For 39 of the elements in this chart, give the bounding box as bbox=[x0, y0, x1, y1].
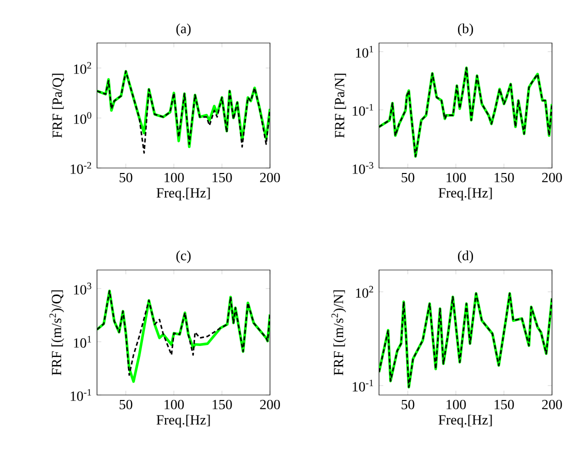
y-tick-label: 10$^{1}$ bbox=[74, 336, 92, 348]
x-tick-label: 150 bbox=[212, 400, 232, 410]
x-tick-label: 200 bbox=[260, 172, 280, 182]
x-tick-label: 50 bbox=[120, 172, 132, 182]
x-tick-label: 100 bbox=[446, 400, 466, 410]
y-tick-label: 10$^{2}$ bbox=[356, 286, 374, 298]
y-axis-title: FRF [Pa/N] bbox=[334, 74, 346, 138]
x-tick-label: 50 bbox=[120, 400, 132, 410]
y-tick-label: 10$^{0}$ bbox=[74, 112, 92, 124]
y-tick-label: 10$^{-1}$ bbox=[70, 389, 92, 401]
x-tick-label: 100 bbox=[164, 400, 184, 410]
x-axis-title: Freq.[Hz] bbox=[156, 414, 210, 428]
y-tick-label: 10$^{1}$ bbox=[356, 46, 374, 58]
y-tick-label: 10$^{-2}$ bbox=[70, 162, 92, 174]
y-axis-title: FRF [Pa/Q] bbox=[52, 74, 64, 138]
chart-title: (a) bbox=[176, 24, 191, 36]
x-tick-label: 50 bbox=[402, 172, 414, 182]
x-tick-label: 200 bbox=[542, 400, 562, 410]
x-axis-title: Freq.[Hz] bbox=[156, 188, 210, 200]
chart-title: (b) bbox=[458, 23, 474, 36]
y-axis-title: FRF [(m/s$^{2}$)/N] bbox=[331, 290, 346, 376]
y-tick-label: 10$^{-3}$ bbox=[352, 162, 374, 174]
chart-title: (c) bbox=[176, 250, 191, 264]
chart-title: (d) bbox=[458, 250, 474, 264]
y-tick-label: 10$^{-1}$ bbox=[352, 380, 374, 392]
x-tick-label: 200 bbox=[260, 400, 280, 410]
x-axis-title: Freq.[Hz] bbox=[438, 414, 492, 428]
x-tick-label: 50 bbox=[402, 400, 414, 410]
x-tick-label: 150 bbox=[494, 172, 514, 182]
x-tick-label: 150 bbox=[494, 400, 514, 410]
x-tick-label: 100 bbox=[446, 172, 466, 182]
x-tick-label: 150 bbox=[212, 172, 232, 182]
x-tick-label: 200 bbox=[542, 172, 562, 182]
x-tick-label: 100 bbox=[164, 172, 184, 182]
x-axis-title: Freq.[Hz] bbox=[438, 188, 492, 200]
y-tick-label: 10$^{2}$ bbox=[74, 62, 92, 74]
y-tick-label: 10$^{-1}$ bbox=[352, 104, 374, 116]
y-axis-title: FRF [(m/s$^{2}$)/Q] bbox=[49, 290, 64, 376]
y-tick-label: 10$^{3}$ bbox=[74, 282, 92, 294]
